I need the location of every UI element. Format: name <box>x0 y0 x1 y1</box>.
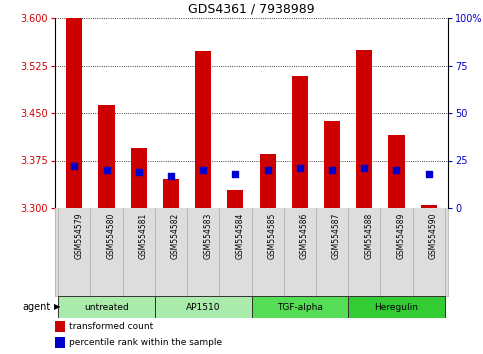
Bar <box>227 190 243 208</box>
Point <box>296 165 304 171</box>
Point <box>231 171 239 177</box>
Text: TGF-alpha: TGF-alpha <box>277 303 323 312</box>
Bar <box>195 51 211 208</box>
Text: GSM554582: GSM554582 <box>171 212 180 259</box>
Text: GSM554588: GSM554588 <box>364 212 373 259</box>
Text: GSM554579: GSM554579 <box>74 212 84 259</box>
Point <box>135 169 142 175</box>
Bar <box>252 296 348 318</box>
Bar <box>163 179 179 208</box>
Text: GSM554583: GSM554583 <box>203 212 212 259</box>
Bar <box>348 296 445 318</box>
Text: GSM554590: GSM554590 <box>429 212 438 259</box>
Bar <box>99 105 114 208</box>
Point <box>393 167 400 173</box>
Bar <box>55 337 65 348</box>
Point <box>199 167 207 173</box>
Point <box>264 167 271 173</box>
Text: GSM554585: GSM554585 <box>268 212 277 259</box>
Point <box>425 171 433 177</box>
Bar <box>292 76 308 208</box>
Bar <box>421 205 437 208</box>
Point <box>167 173 175 178</box>
Point <box>328 167 336 173</box>
Text: AP1510: AP1510 <box>186 303 220 312</box>
Text: agent: agent <box>22 302 50 312</box>
Point <box>71 163 78 169</box>
Bar <box>356 50 372 208</box>
Text: Heregulin: Heregulin <box>374 303 418 312</box>
Bar <box>259 154 276 208</box>
Text: transformed count: transformed count <box>69 322 153 331</box>
Bar <box>55 321 65 332</box>
Text: GSM554584: GSM554584 <box>235 212 244 259</box>
Bar <box>66 18 83 208</box>
Text: untreated: untreated <box>84 303 129 312</box>
Point <box>360 165 368 171</box>
Title: GDS4361 / 7938989: GDS4361 / 7938989 <box>188 2 315 16</box>
Bar <box>388 135 404 208</box>
Bar <box>131 148 147 208</box>
Text: GSM554580: GSM554580 <box>107 212 115 259</box>
Text: GSM554589: GSM554589 <box>397 212 405 259</box>
Text: GSM554581: GSM554581 <box>139 212 148 259</box>
Text: ▶: ▶ <box>54 303 60 312</box>
Bar <box>58 296 155 318</box>
Text: percentile rank within the sample: percentile rank within the sample <box>69 338 222 348</box>
Bar <box>324 121 340 208</box>
Point <box>103 167 111 173</box>
Text: GSM554586: GSM554586 <box>300 212 309 259</box>
Bar <box>155 296 252 318</box>
Text: GSM554587: GSM554587 <box>332 212 341 259</box>
